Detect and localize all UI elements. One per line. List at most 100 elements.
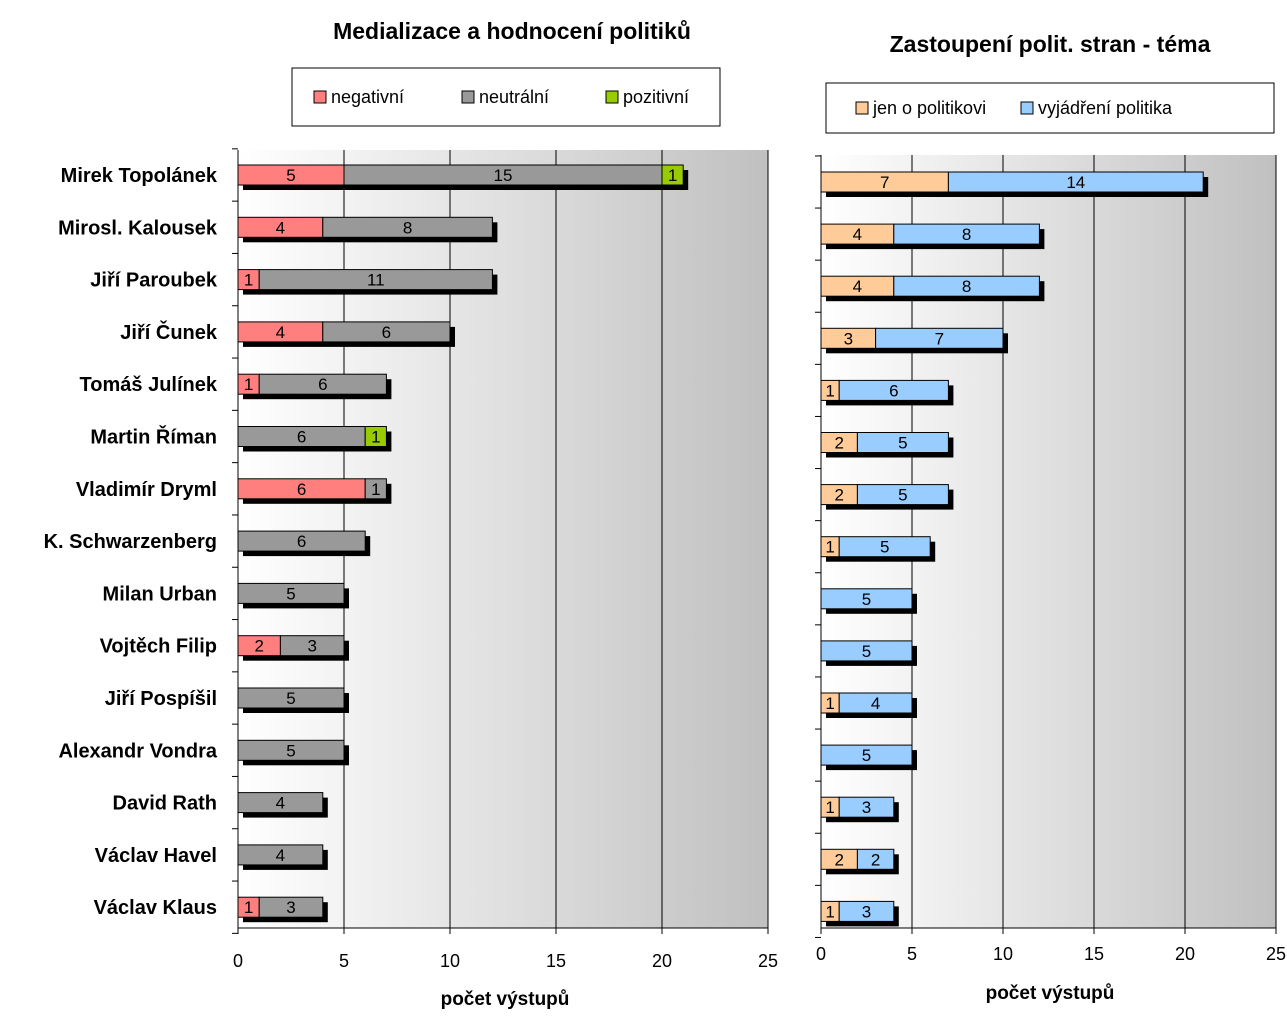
x-tick-label: 10 <box>440 951 460 971</box>
legend-label: pozitivní <box>623 87 689 107</box>
chart-title: Zastoupení polit. stran - téma <box>890 31 1211 57</box>
bar-segment <box>661 164 684 186</box>
legend-swatch <box>855 101 869 115</box>
x-tick-label: 25 <box>758 951 778 971</box>
data-label: 11 <box>367 271 385 290</box>
data-label: 4 <box>276 794 285 813</box>
data-label: 4 <box>276 323 285 342</box>
data-label: 6 <box>297 532 306 551</box>
bar-segment <box>838 379 949 401</box>
category-label: Jiří Čunek <box>120 320 218 344</box>
data-label: 2 <box>254 637 263 656</box>
bar-segment <box>237 844 324 866</box>
bar-segment <box>838 900 895 922</box>
bar-segment <box>258 373 387 395</box>
data-label: 1 <box>825 381 834 400</box>
category-labels: Mirek Topolánek Mirosl. Kalousek Jiří Paro… <box>44 165 218 919</box>
legend-swatch <box>461 90 475 104</box>
bar-segment <box>364 478 387 500</box>
data-label: 2 <box>834 850 843 869</box>
data-label: 3 <box>862 902 871 921</box>
data-label: 1 <box>825 798 834 817</box>
category-label: Václav Havel <box>95 845 217 867</box>
bar-segment <box>237 792 324 814</box>
data-label: 5 <box>880 538 889 557</box>
data-label: 3 <box>862 798 871 817</box>
data-label: 1 <box>244 375 253 394</box>
bar-segment <box>237 582 345 604</box>
data-label: 5 <box>862 746 871 765</box>
data-label: 3 <box>307 637 316 656</box>
bar-segment <box>856 848 895 870</box>
bar-segment <box>364 426 387 447</box>
category-label: Tomáš Julínek <box>80 374 218 396</box>
bar-segment <box>237 739 345 761</box>
data-label: 6 <box>297 480 306 499</box>
legend-box <box>291 67 721 127</box>
legend-label: negativní <box>331 87 404 107</box>
bar-segment <box>820 744 913 766</box>
category-label: David Rath <box>113 793 217 815</box>
bar-segment <box>322 321 451 343</box>
bar-segment <box>322 216 493 238</box>
chart-title: Medializace a hodnocení politiků <box>333 18 691 44</box>
legend-swatch <box>605 90 619 104</box>
bar-segment <box>838 692 913 714</box>
data-label: 7 <box>880 173 889 192</box>
legend-swatch <box>1020 101 1034 115</box>
data-label: 14 <box>1066 173 1085 192</box>
data-label: 4 <box>276 218 285 237</box>
data-label: 4 <box>853 225 862 244</box>
data-label: 5 <box>898 486 907 505</box>
bar-segment <box>856 432 949 453</box>
data-label: 5 <box>898 434 907 453</box>
category-label: Vojtěch Filip <box>100 636 217 658</box>
bar-segment <box>279 635 345 657</box>
bar-segment <box>947 171 1204 193</box>
bar-segment <box>258 896 324 918</box>
bar-segment <box>237 687 345 709</box>
data-label: 6 <box>382 323 391 342</box>
data-label: 2 <box>834 486 843 505</box>
x-tick-label: 15 <box>1084 944 1104 964</box>
legend-label: jen o politikovi <box>872 98 986 118</box>
category-label: Mirosl. Kalousek <box>58 217 218 239</box>
legend-swatch <box>313 90 327 104</box>
x-tick-label: 0 <box>816 944 826 964</box>
bar-segment <box>820 640 913 662</box>
category-label: Alexandr Vondra <box>58 740 217 762</box>
category-label: K. Schwarzenberg <box>44 531 217 553</box>
data-label: 15 <box>494 166 513 185</box>
data-label: 4 <box>871 694 880 713</box>
data-label: 6 <box>889 381 898 400</box>
x-tick-label: 25 <box>1266 944 1286 964</box>
x-tick-label: 20 <box>1175 944 1195 964</box>
bar-segment <box>838 536 931 558</box>
data-label: 1 <box>244 898 253 917</box>
data-label: 5 <box>286 584 295 603</box>
x-tick-label: 5 <box>339 951 349 971</box>
data-label: 1 <box>825 902 834 921</box>
bar-segment <box>258 269 493 291</box>
data-label: 5 <box>286 166 295 185</box>
category-label: Mirek Topolánek <box>61 165 218 187</box>
bar-segment <box>875 327 1004 349</box>
category-label: Martin Říman <box>90 425 217 449</box>
data-label: 8 <box>403 218 412 237</box>
data-label: 1 <box>668 166 677 185</box>
data-label: 1 <box>825 538 834 557</box>
data-label: 5 <box>286 689 295 708</box>
data-label: 2 <box>871 850 880 869</box>
data-label: 6 <box>297 428 306 447</box>
data-label: 8 <box>962 225 971 244</box>
category-label: Milan Urban <box>103 583 217 605</box>
data-label: 3 <box>286 898 295 917</box>
x-axis-label: počet výstupů <box>986 983 1115 1004</box>
bar-segment <box>820 588 913 610</box>
data-label: 1 <box>371 480 380 499</box>
data-label: 7 <box>935 329 944 348</box>
category-label: Jiří Pospíšil <box>105 688 217 710</box>
category-label: Václav Klaus <box>94 897 217 919</box>
